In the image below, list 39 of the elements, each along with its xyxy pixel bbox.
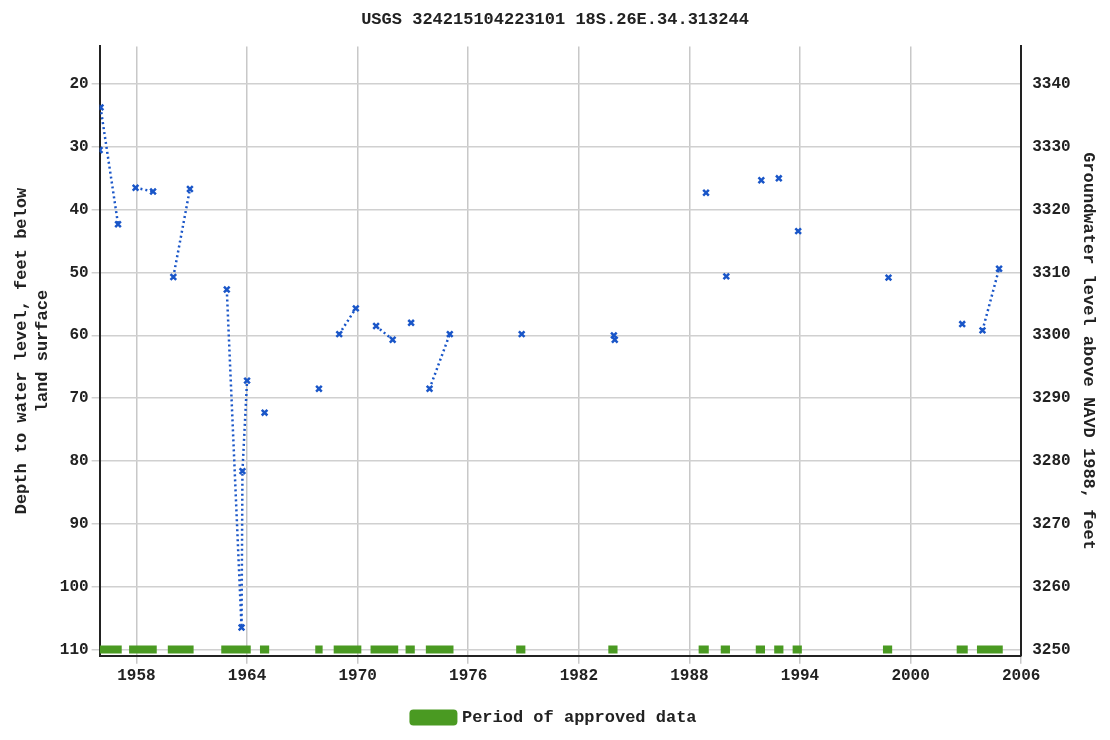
y-tick-label: 40: [69, 200, 89, 219]
x-tick-label: 1988: [670, 667, 709, 686]
y2-tick-label: 3280: [1032, 452, 1071, 471]
y-tick-label: 60: [69, 326, 89, 345]
y2-tick-label: 3300: [1032, 326, 1071, 345]
x-tick-label: 1994: [780, 667, 820, 686]
point: [169, 272, 178, 282]
y-tick-label: 30: [69, 137, 89, 156]
x-tick-label: 1982: [559, 667, 599, 686]
point: [242, 376, 252, 385]
y-tick-label: 20: [69, 75, 89, 94]
y2-tick-label: 3250: [1032, 640, 1071, 659]
y-axis-title: Depth to water level, feet below land surface: [12, 187, 52, 515]
point: [148, 187, 158, 196]
y-tick-label: 80: [69, 452, 89, 471]
y-tick-label: 70: [69, 389, 89, 408]
y-tick-label: 110: [59, 640, 89, 659]
y2-tick-label: 3330: [1032, 137, 1071, 156]
y-tick-label: 90: [69, 514, 89, 533]
point: [425, 384, 434, 393]
legend-label: Period of approved data: [461, 707, 697, 727]
y2-axis-title: Groundwater level above NAVD 1988, feet: [1078, 152, 1098, 551]
y-tick-label: 100: [59, 577, 89, 596]
y2-tick-label: 3260: [1032, 577, 1071, 596]
y2-tick-label: 3310: [1032, 263, 1071, 282]
x-tick-label: 2006: [1001, 667, 1041, 686]
y2-tick-label: 3320: [1032, 200, 1071, 219]
x-tick-label: 1958: [117, 667, 156, 686]
y-tick-label: 50: [69, 263, 89, 282]
x-tick-label: 1970: [338, 667, 377, 686]
x-tick-label: 1964: [227, 667, 267, 686]
x-tick-label: 2000: [891, 667, 930, 686]
x-tick-label: 1976: [449, 667, 488, 686]
point: [222, 285, 231, 294]
point: [238, 467, 247, 476]
y2-tick-label: 3270: [1032, 514, 1071, 533]
chart-title: USGS 324215104223101 18S.26E.34.313244: [361, 10, 749, 30]
y2-tick-label: 3290: [1032, 389, 1071, 408]
y2-tick-label: 3340: [1032, 75, 1071, 94]
